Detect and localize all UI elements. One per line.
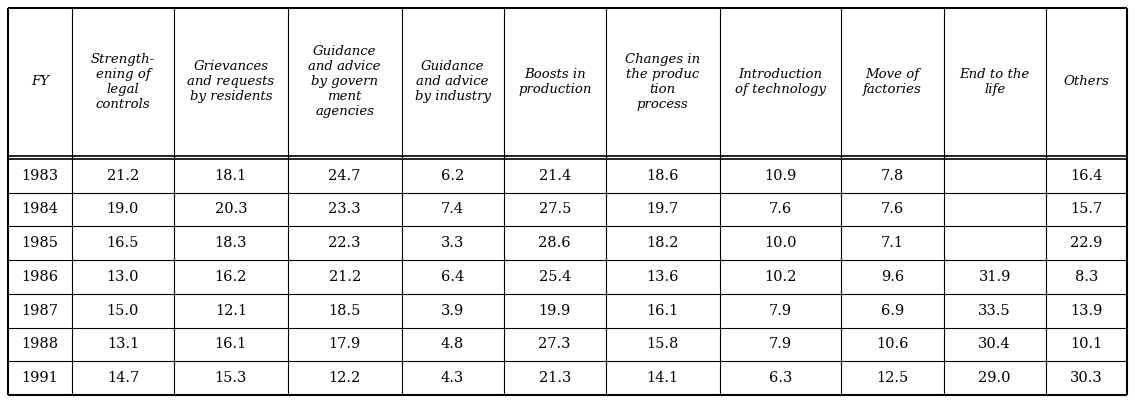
Text: Boosts in
production: Boosts in production xyxy=(518,68,591,96)
Text: End to the
life: End to the life xyxy=(959,68,1029,96)
Text: 15.3: 15.3 xyxy=(215,371,247,385)
Text: 16.1: 16.1 xyxy=(647,304,679,318)
Text: Grievances
and requests
by residents: Grievances and requests by residents xyxy=(187,60,275,104)
Text: 3.9: 3.9 xyxy=(442,304,464,318)
Text: 10.0: 10.0 xyxy=(764,236,797,250)
Text: 18.2: 18.2 xyxy=(647,236,679,250)
Text: Strength-
ening of
legal
controls: Strength- ening of legal controls xyxy=(91,53,155,111)
Text: 16.1: 16.1 xyxy=(215,337,247,351)
Text: 1983: 1983 xyxy=(22,169,59,183)
Text: 12.1: 12.1 xyxy=(215,304,247,318)
Text: 29.0: 29.0 xyxy=(978,371,1011,385)
Text: 19.9: 19.9 xyxy=(539,304,571,318)
Text: 6.4: 6.4 xyxy=(442,270,464,284)
Text: 6.3: 6.3 xyxy=(768,371,792,385)
Text: 23.3: 23.3 xyxy=(328,202,361,216)
Text: 25.4: 25.4 xyxy=(538,270,571,284)
Text: 15.8: 15.8 xyxy=(647,337,679,351)
Text: 4.3: 4.3 xyxy=(442,371,464,385)
Text: 16.4: 16.4 xyxy=(1070,169,1102,183)
Text: 7.6: 7.6 xyxy=(768,202,792,216)
Text: 4.8: 4.8 xyxy=(442,337,464,351)
Text: 17.9: 17.9 xyxy=(328,337,361,351)
Text: 18.6: 18.6 xyxy=(647,169,679,183)
Text: 21.3: 21.3 xyxy=(538,371,571,385)
Text: 31.9: 31.9 xyxy=(978,270,1011,284)
Text: 10.6: 10.6 xyxy=(876,337,909,351)
Text: 15.7: 15.7 xyxy=(1070,202,1102,216)
Text: 6.9: 6.9 xyxy=(881,304,905,318)
Text: 7.4: 7.4 xyxy=(442,202,464,216)
Text: Guidance
and advice
by industry: Guidance and advice by industry xyxy=(414,60,490,104)
Text: 21.4: 21.4 xyxy=(539,169,571,183)
Text: Move of
factories: Move of factories xyxy=(863,68,922,96)
Text: 6.2: 6.2 xyxy=(442,169,464,183)
Text: 1985: 1985 xyxy=(22,236,58,250)
Text: 7.8: 7.8 xyxy=(881,169,905,183)
Text: 20.3: 20.3 xyxy=(215,202,247,216)
Text: 1991: 1991 xyxy=(22,371,58,385)
Text: 10.1: 10.1 xyxy=(1070,337,1102,351)
Text: 18.5: 18.5 xyxy=(328,304,361,318)
Text: 27.3: 27.3 xyxy=(538,337,571,351)
Text: 30.4: 30.4 xyxy=(978,337,1011,351)
Text: 22.9: 22.9 xyxy=(1070,236,1102,250)
Text: 24.7: 24.7 xyxy=(328,169,361,183)
Text: 30.3: 30.3 xyxy=(1070,371,1103,385)
Text: 7.6: 7.6 xyxy=(881,202,905,216)
Text: 13.0: 13.0 xyxy=(107,270,140,284)
Text: 18.1: 18.1 xyxy=(215,169,247,183)
Text: 33.5: 33.5 xyxy=(978,304,1011,318)
Text: 19.0: 19.0 xyxy=(107,202,140,216)
Text: 16.5: 16.5 xyxy=(107,236,140,250)
Text: Others: Others xyxy=(1063,76,1109,88)
Text: 3.3: 3.3 xyxy=(440,236,464,250)
Text: Changes in
the produc
tion
process: Changes in the produc tion process xyxy=(625,53,700,111)
Text: 15.0: 15.0 xyxy=(107,304,140,318)
Text: 13.6: 13.6 xyxy=(647,270,679,284)
Text: Guidance
and advice
by govern
ment
agencies: Guidance and advice by govern ment agenc… xyxy=(309,46,381,118)
Text: 8.3: 8.3 xyxy=(1075,270,1098,284)
Text: 9.6: 9.6 xyxy=(881,270,905,284)
Text: 10.2: 10.2 xyxy=(764,270,797,284)
Text: 10.9: 10.9 xyxy=(764,169,797,183)
Text: Introduction
of technology: Introduction of technology xyxy=(735,68,826,96)
Text: 7.1: 7.1 xyxy=(881,236,903,250)
Text: 14.1: 14.1 xyxy=(647,371,679,385)
Text: 13.1: 13.1 xyxy=(107,337,140,351)
Text: FY: FY xyxy=(31,76,49,88)
Text: 1987: 1987 xyxy=(22,304,58,318)
Text: 14.7: 14.7 xyxy=(107,371,140,385)
Text: 12.5: 12.5 xyxy=(876,371,909,385)
Text: 28.6: 28.6 xyxy=(538,236,571,250)
Text: 18.3: 18.3 xyxy=(215,236,247,250)
Text: 19.7: 19.7 xyxy=(647,202,679,216)
Text: 16.2: 16.2 xyxy=(215,270,247,284)
Text: 1984: 1984 xyxy=(22,202,58,216)
Text: 21.2: 21.2 xyxy=(328,270,361,284)
Text: 1986: 1986 xyxy=(22,270,59,284)
Text: 21.2: 21.2 xyxy=(107,169,140,183)
Text: 1988: 1988 xyxy=(22,337,59,351)
Text: 12.2: 12.2 xyxy=(328,371,361,385)
Text: 7.9: 7.9 xyxy=(768,304,792,318)
Text: 7.9: 7.9 xyxy=(768,337,792,351)
Text: 22.3: 22.3 xyxy=(328,236,361,250)
Text: 13.9: 13.9 xyxy=(1070,304,1102,318)
Text: 27.5: 27.5 xyxy=(538,202,571,216)
